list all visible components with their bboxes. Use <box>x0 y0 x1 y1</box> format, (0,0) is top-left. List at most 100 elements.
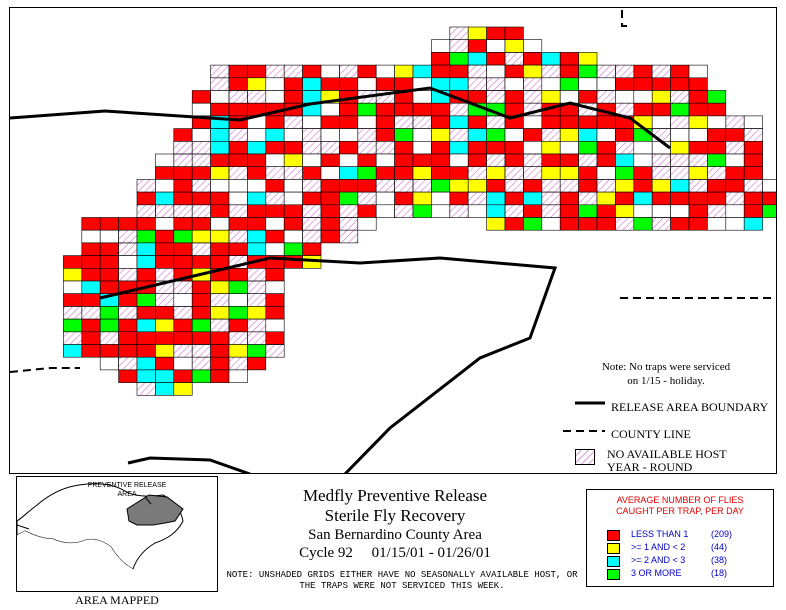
grid-cell <box>743 204 763 218</box>
grid-cell <box>467 90 487 104</box>
grid-cell <box>228 153 248 167</box>
grid-cell <box>375 128 395 142</box>
grid-cell <box>173 242 193 256</box>
grid-cell <box>99 306 119 320</box>
grid-cell <box>136 331 156 345</box>
grid-cell <box>265 90 285 104</box>
grid-cell <box>283 77 303 91</box>
grid-cell <box>210 356 230 371</box>
grid-cell <box>283 191 303 206</box>
grid-cell <box>725 128 745 142</box>
grid-cell <box>357 64 377 79</box>
grid-cell <box>596 141 616 155</box>
grid-cell <box>541 217 561 231</box>
grid-cell <box>320 204 340 218</box>
grid-cell <box>615 141 635 155</box>
grid-cell <box>228 191 248 206</box>
grid-cell <box>707 141 727 155</box>
grid-cell <box>486 90 506 104</box>
grid-cell <box>670 102 690 117</box>
grid-cell <box>578 179 598 193</box>
grid-cell <box>173 128 193 142</box>
grid-cell <box>155 204 175 218</box>
grid-cell <box>486 39 506 53</box>
grid-cell <box>357 153 377 167</box>
grid-cell <box>247 191 267 206</box>
grid-cell <box>615 128 635 142</box>
grid-cell <box>228 90 248 104</box>
inset-map-drawing <box>16 483 184 591</box>
grid-cell <box>283 217 303 231</box>
grid-cell <box>486 26 506 40</box>
grid-cell <box>228 141 248 155</box>
grid-cell <box>63 306 83 320</box>
grid-cell <box>136 204 156 218</box>
flies-legend-count: (18) <box>711 568 728 578</box>
grid-cell <box>63 280 83 294</box>
grid-cell <box>412 179 432 193</box>
grid-cell <box>247 306 267 320</box>
inset-label-line2: AREA <box>117 491 137 498</box>
grid-cell <box>651 153 671 167</box>
grid-cell <box>81 344 101 358</box>
grid-cell <box>302 166 322 180</box>
county-line <box>621 10 630 27</box>
grid-cell <box>339 191 359 206</box>
grid-cell <box>449 77 469 91</box>
grid-cell <box>596 166 616 180</box>
grid-cell <box>210 229 230 244</box>
grid-cell <box>504 191 524 206</box>
grid-cell <box>467 204 487 218</box>
grid-cell <box>155 153 175 167</box>
grid-cell <box>523 166 543 180</box>
grid-cell <box>265 115 285 129</box>
grid-cell <box>559 179 579 193</box>
release-boundary-legend-line <box>575 401 605 405</box>
grid-cell <box>467 191 487 206</box>
grid-cell <box>486 52 506 66</box>
grid-cell <box>578 141 598 155</box>
grid-cell <box>320 229 340 244</box>
grid-cell <box>247 356 267 371</box>
grid-cell <box>541 52 561 66</box>
grid-cell <box>228 204 248 218</box>
grid-cell <box>431 128 451 142</box>
grid-cell <box>210 242 230 256</box>
grid-cell <box>412 90 432 104</box>
grid-cell <box>265 242 285 256</box>
grid-cell <box>302 90 322 104</box>
grid-cell <box>302 217 322 231</box>
grid-cell <box>320 128 340 142</box>
grid-cell <box>670 115 690 129</box>
grid-cell <box>762 191 776 206</box>
grid-cell <box>339 115 359 129</box>
grid-cell <box>191 141 211 155</box>
release-boundary-label: RELEASE AREA BOUNDARY <box>611 400 769 414</box>
county-line-legend-line <box>563 430 605 432</box>
grid-cell <box>357 191 377 206</box>
grid-cell <box>155 217 175 231</box>
grid-cell <box>559 153 579 167</box>
grid-cell <box>743 191 763 206</box>
grid-cell <box>155 318 175 333</box>
grid-cell <box>283 153 303 167</box>
grid-cell <box>228 293 248 307</box>
grid-cell <box>63 267 83 282</box>
grid-cell <box>136 242 156 256</box>
grid-cell <box>688 191 708 206</box>
grid-cell <box>191 128 211 142</box>
grid-cell <box>541 128 561 142</box>
grid-cell <box>596 90 616 104</box>
grid-cell <box>136 344 156 358</box>
grid-cell <box>155 344 175 358</box>
grid-cell <box>596 77 616 91</box>
grid-cell <box>486 141 506 155</box>
grid-cell <box>449 141 469 155</box>
grid-cell <box>247 77 267 91</box>
grid-cell <box>265 204 285 218</box>
grid-cell <box>155 369 175 383</box>
grid-cell <box>375 77 395 91</box>
grid-cell <box>191 331 211 345</box>
title-block: Medfly Preventive Release Sterile Fly Re… <box>225 486 565 562</box>
grid-cell <box>578 115 598 129</box>
